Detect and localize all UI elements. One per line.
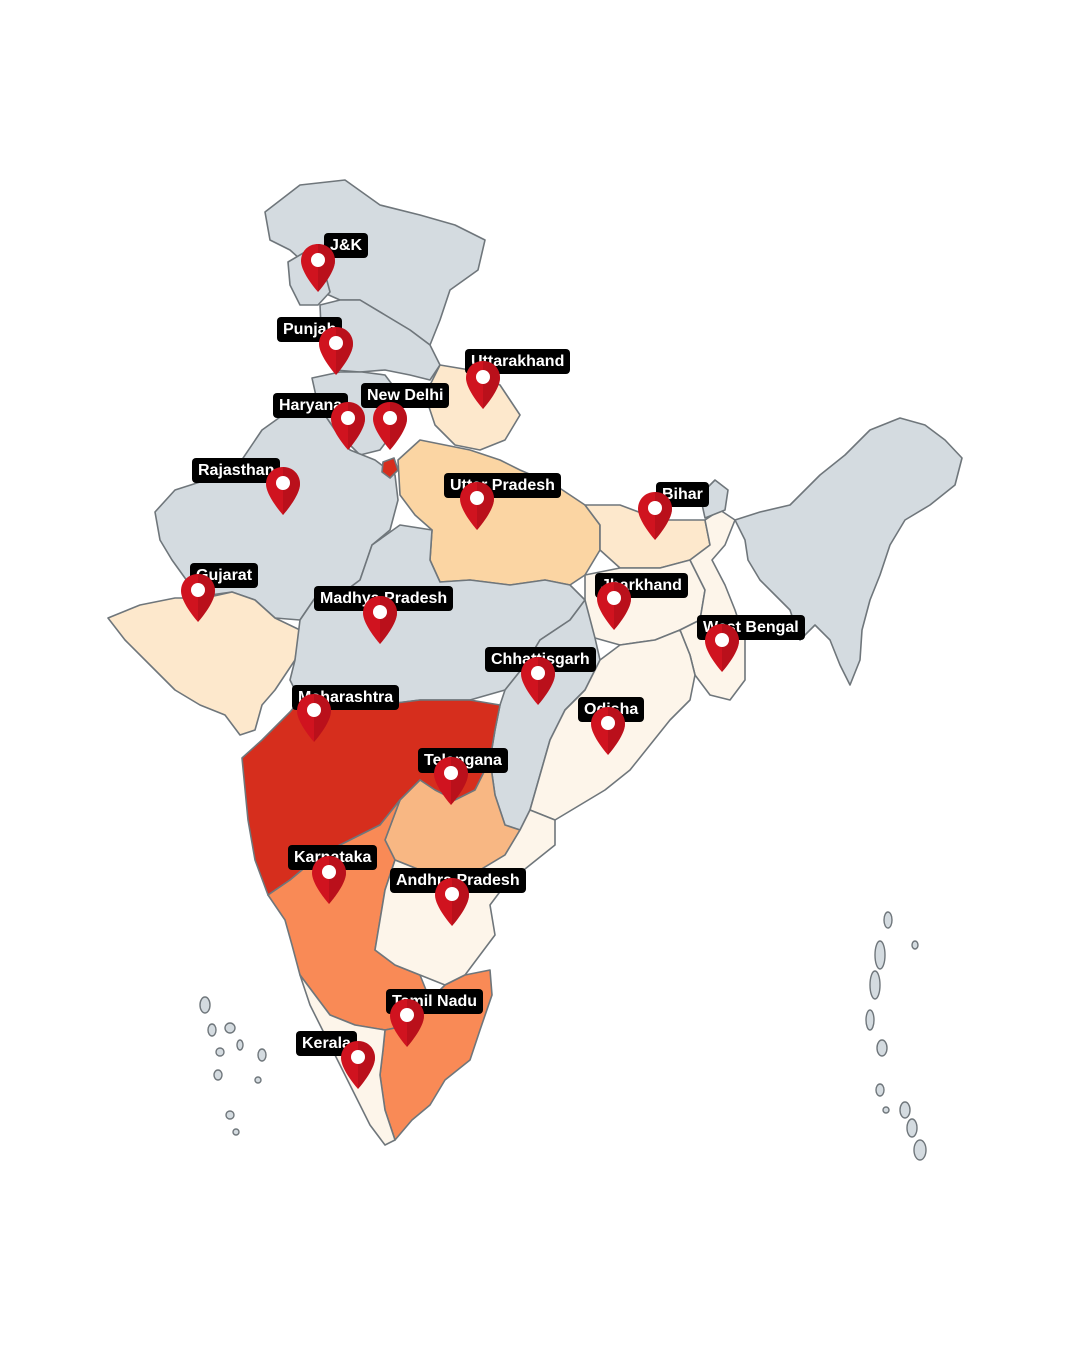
map-pin-icon [181, 574, 215, 622]
map-pin-icon [435, 878, 469, 926]
map-pin-icon [312, 856, 346, 904]
island [207, 1023, 217, 1037]
island [906, 1118, 918, 1138]
island [911, 940, 919, 950]
island [199, 996, 211, 1014]
map-pin-icon [297, 694, 331, 742]
map-pin-icon [266, 467, 300, 515]
map-pin-icon [638, 492, 672, 540]
island [213, 1069, 223, 1081]
island [257, 1048, 267, 1062]
label-rajasthan: Rajasthan [192, 458, 281, 483]
island [215, 1047, 225, 1057]
island [899, 1101, 911, 1119]
map-pin-icon [301, 244, 335, 292]
island [225, 1110, 235, 1120]
island [865, 1009, 875, 1031]
island [236, 1039, 244, 1051]
label-new-delhi: New Delhi [361, 383, 450, 408]
map-pin-icon [373, 402, 407, 450]
island [883, 911, 893, 929]
map-pin-icon [390, 999, 424, 1047]
map-pin-icon [521, 657, 555, 705]
map-pin-icon [466, 361, 500, 409]
map-pin-icon [434, 757, 468, 805]
label-bihar: Bihar [656, 482, 709, 507]
island [913, 1139, 927, 1161]
label-haryana: Haryana [273, 393, 349, 418]
map-pin-icon [597, 582, 631, 630]
map-pin-icon [319, 327, 353, 375]
island [254, 1076, 262, 1084]
region-northeast [734, 417, 963, 686]
map-pin-icon [341, 1041, 375, 1089]
state-new-delhi [381, 457, 399, 479]
island [224, 1022, 236, 1034]
map-pin-icon [591, 707, 625, 755]
island [232, 1128, 240, 1136]
map-pin-icon [331, 402, 365, 450]
island [882, 1106, 890, 1114]
island [876, 1039, 888, 1057]
islands [199, 911, 927, 1161]
label-karnataka: Karnataka [288, 845, 378, 870]
island [874, 940, 886, 970]
map-pin-icon [705, 624, 739, 672]
island [875, 1083, 885, 1097]
map-pin-icon [363, 596, 397, 644]
island [869, 970, 881, 1000]
map-pin-icon [460, 482, 494, 530]
